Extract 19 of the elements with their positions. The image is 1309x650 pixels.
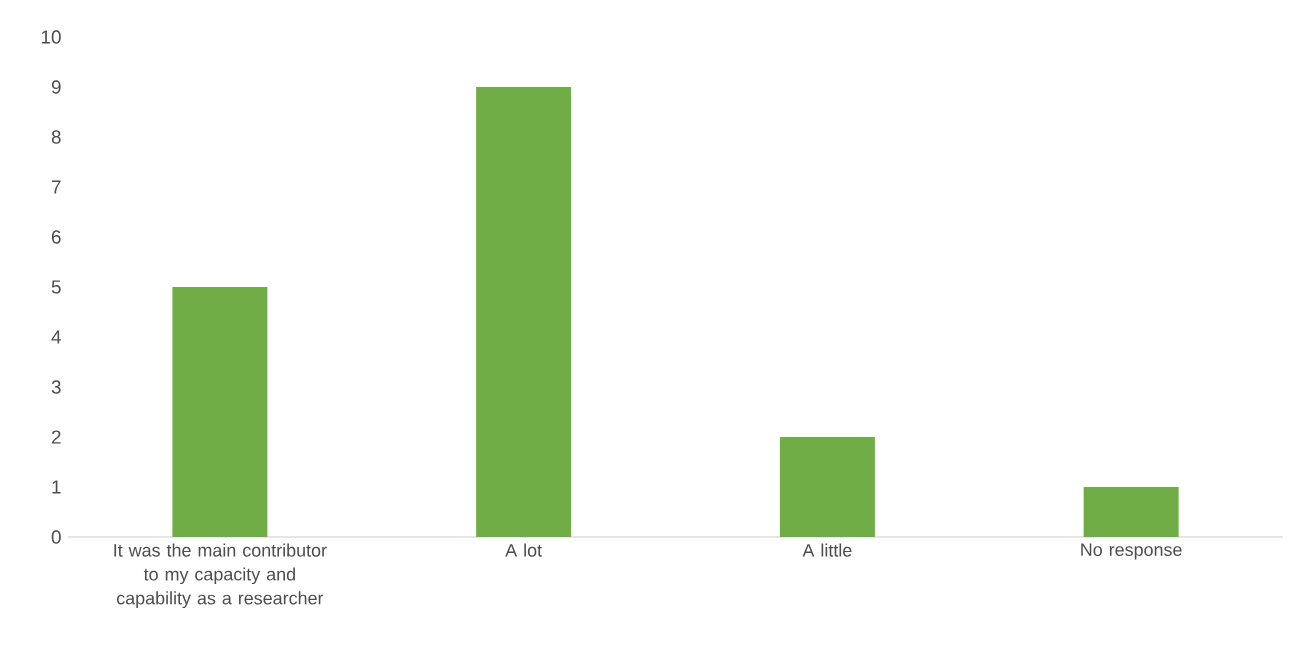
y-tick-label: 2 [51, 430, 61, 444]
y-tick-label: 4 [51, 330, 61, 344]
bar [1083, 486, 1179, 537]
y-tick-label: 5 [51, 280, 61, 294]
bar [779, 436, 875, 537]
y-tick-label: 9 [51, 80, 61, 94]
y-tick-label: 1 [52, 480, 61, 494]
bar [172, 286, 268, 537]
y-tick-label: 8 [51, 130, 61, 144]
x-tick-label: A lot [505, 543, 542, 557]
x-tick-label: No response [1081, 543, 1182, 560]
x-tick-label: It was the main contributor to my capacity and capability as a researcher [114, 543, 327, 609]
x-tick-label: A little [802, 543, 852, 557]
y-tick-label: 6 [51, 230, 61, 244]
y-tick-label: 7 [51, 180, 61, 194]
y-tick-label: 3 [51, 380, 61, 394]
bar [476, 86, 572, 537]
y-tick-label: 0 [51, 530, 61, 544]
y-tick-label: 10 [41, 30, 61, 44]
